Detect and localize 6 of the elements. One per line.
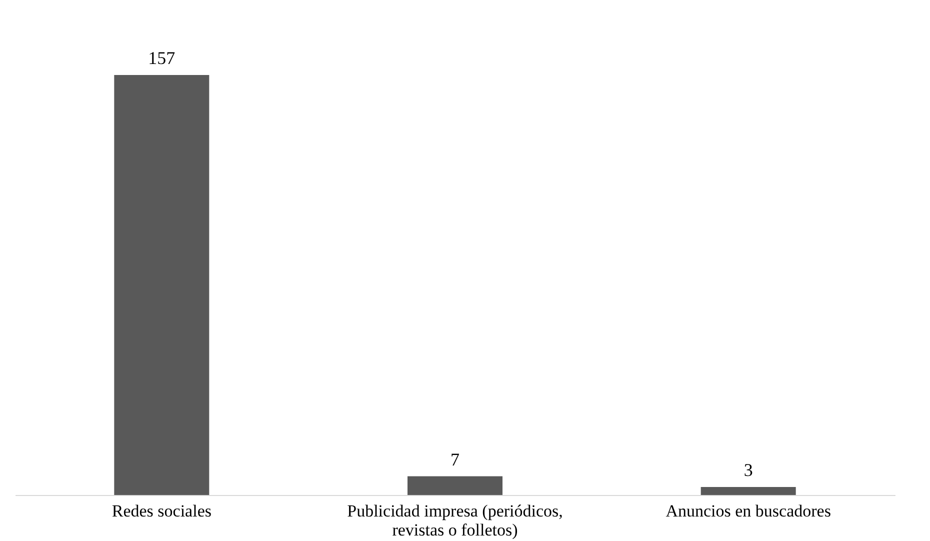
data-label: 7 (450, 449, 460, 470)
x-tick-label: Publicidad impresa (periódicos, revistas o folletos) (347, 502, 563, 540)
data-label: 157 (148, 48, 176, 68)
data-label: 3 (744, 460, 753, 480)
x-tick-label: Anuncios en buscadores (666, 502, 831, 520)
x-tick-label: Redes sociales (112, 502, 212, 520)
